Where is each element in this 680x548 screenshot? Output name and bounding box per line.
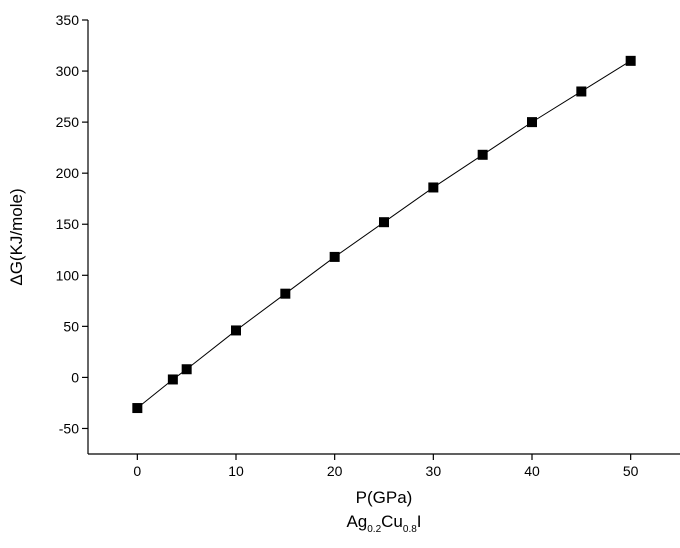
y-tick-label: -50 <box>59 420 79 436</box>
y-tick-label: 100 <box>56 267 80 283</box>
data-point <box>167 374 178 385</box>
y-tick-label: 350 <box>56 12 80 28</box>
x-axis-label: P(GPa) <box>356 488 413 507</box>
data-point <box>428 182 439 193</box>
data-point <box>625 55 636 66</box>
data-point <box>181 364 192 375</box>
data-point <box>231 325 241 336</box>
y-tick-label: 0 <box>71 369 79 385</box>
subtitle-part: I <box>417 512 422 531</box>
x-tick-label: 50 <box>623 463 639 479</box>
data-point <box>576 86 587 97</box>
y-tick-label: 250 <box>56 114 80 130</box>
x-tick-label: 0 <box>133 463 141 479</box>
x-tick-label: 20 <box>327 463 343 479</box>
y-tick-label: 300 <box>56 63 80 79</box>
data-point <box>527 117 537 128</box>
subtitle-part: 0.2 <box>367 524 381 535</box>
x-tick-label: 40 <box>524 463 540 479</box>
data-point <box>477 149 488 160</box>
y-tick-label: 200 <box>56 165 80 181</box>
y-tick-label: 150 <box>56 216 80 232</box>
y-axis-label: ΔG(KJ/mole) <box>7 188 26 285</box>
subtitle-part: Cu <box>381 512 403 531</box>
data-point <box>329 251 340 262</box>
x-tick-label: 30 <box>426 463 442 479</box>
data-point <box>132 403 143 414</box>
y-tick-label: 50 <box>63 318 79 334</box>
data-line <box>137 60 631 409</box>
subtitle: Ag0.2Cu0.8I <box>346 512 421 535</box>
subtitle-part: 0.8 <box>403 524 417 535</box>
data-point <box>280 288 291 299</box>
data-point <box>379 217 389 228</box>
subtitle-part: Ag <box>346 512 367 531</box>
x-tick-label: 10 <box>228 463 244 479</box>
